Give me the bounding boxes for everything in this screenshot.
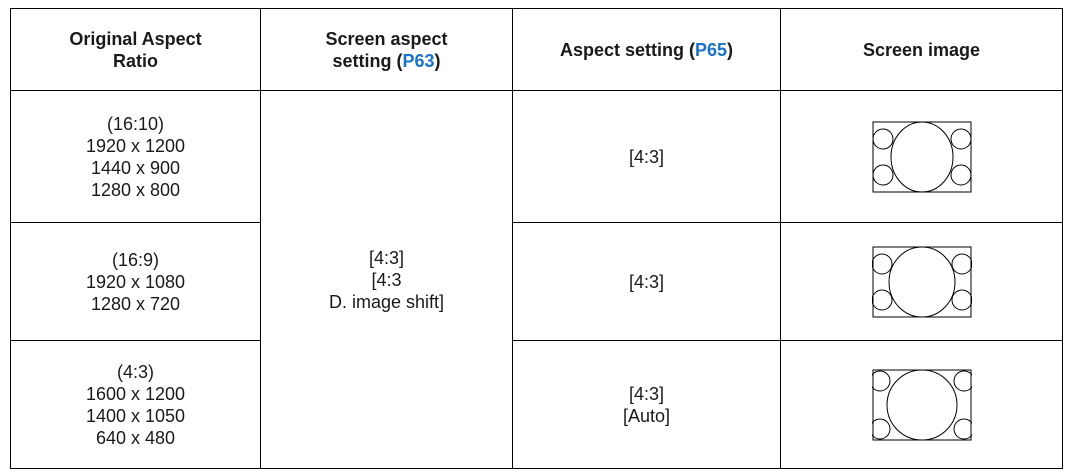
header-text: Screen image <box>863 39 980 61</box>
screen-icon <box>871 369 972 440</box>
image-cell <box>780 340 1063 469</box>
setting-line: [4:3 <box>371 269 402 290</box>
source-cell: (4:3) 1600 x 1200 1400 x 1050 640 x 480 <box>10 340 261 469</box>
page-link[interactable]: P65 <box>695 39 728 60</box>
source-line: (16:9) <box>111 249 160 270</box>
screen-icon <box>872 121 971 192</box>
header-label: Original Aspect Ratio <box>69 28 202 71</box>
source-line: 1440 x 900 <box>90 157 181 178</box>
source-line: 640 x 480 <box>95 427 176 448</box>
header-label-end: ) <box>727 39 734 60</box>
page-link[interactable]: P63 <box>402 50 435 71</box>
source-line: 1280 x 800 <box>90 179 181 200</box>
setting-line: [4:3] <box>368 247 405 268</box>
header-cell: Original Aspect Ratio <box>10 8 261 91</box>
source-line: 1920 x 1080 <box>85 271 186 292</box>
aspect-line: [4:3] <box>628 383 665 404</box>
setting-line: D. image shift] <box>328 291 445 312</box>
table-row: (16:10) 1920 x 1200 1440 x 900 1280 x 800 [4… <box>10 90 1063 469</box>
image-cell <box>780 222 1063 341</box>
image-cell <box>780 90 1063 223</box>
table-row: (16:9) 1920 x 1080 1280 x 720 [4:3] <box>10 222 1063 341</box>
header-label-end: ) <box>434 50 441 71</box>
header-label: Screen image <box>862 39 981 60</box>
header-text: Screen aspect setting (P63) <box>302 28 472 72</box>
header-text: Original Aspect Ratio <box>46 28 226 72</box>
header-row: Original Aspect Ratio Screen aspect setti… <box>10 8 1063 91</box>
screen-icon <box>871 246 972 317</box>
source-line: (4:3) <box>116 361 154 382</box>
aspect-line: [Auto] <box>622 405 671 426</box>
source-cell: (16:10) 1920 x 1200 1440 x 900 1280 x 800 <box>10 90 261 223</box>
header-cell: Aspect setting (P65) <box>512 8 781 91</box>
source-line: 1280 x 720 <box>90 293 181 314</box>
table-row: (4:3) 1600 x 1200 1400 x 1050 640 x 480 [4:3… <box>10 340 1063 469</box>
aspect-line: [4:3] <box>628 146 665 167</box>
aspect-cell: [4:3] [Auto] <box>512 340 781 469</box>
aspect-table: Original Aspect Ratio Screen aspect setti… <box>10 8 1063 469</box>
header-cell: Screen image <box>780 8 1063 91</box>
source-cell: (16:9) 1920 x 1080 1280 x 720 <box>10 222 261 341</box>
header-text: Aspect setting (P65) <box>560 39 733 61</box>
source-line: 1400 x 1050 <box>85 405 186 426</box>
aspect-line: [4:3] <box>628 271 665 292</box>
header-label: Screen aspect setting ( <box>325 28 448 71</box>
source-line: (16:10) <box>106 113 165 134</box>
header-label: Aspect setting ( <box>559 39 695 60</box>
aspect-cell: [4:3] <box>512 222 781 341</box>
source-line: 1600 x 1200 <box>85 383 186 404</box>
screen-setting-cell: [4:3] [4:3 D. image shift] <box>260 90 513 469</box>
aspect-cell: [4:3] <box>512 90 781 223</box>
source-line: 1920 x 1200 <box>85 135 186 156</box>
header-cell: Screen aspect setting (P63) <box>260 8 513 91</box>
